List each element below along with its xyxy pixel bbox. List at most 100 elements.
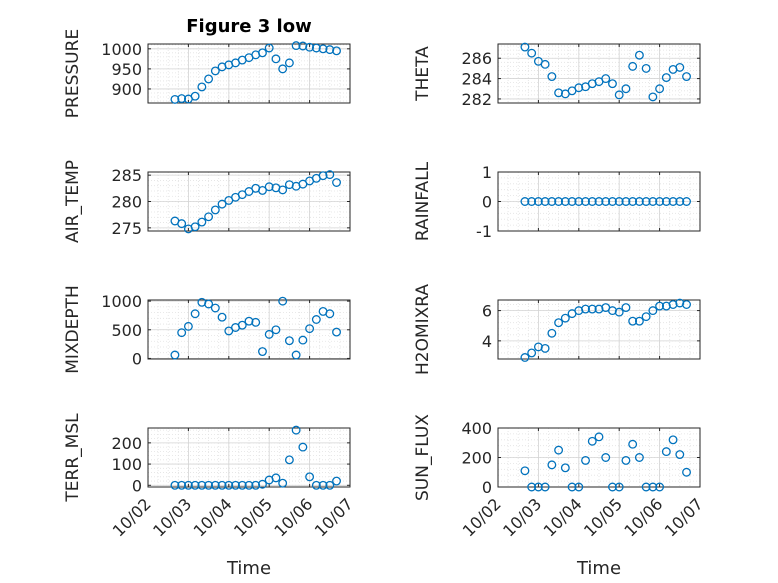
data-point: [284, 58, 294, 68]
data-point: [648, 92, 658, 102]
data-point: [210, 66, 220, 76]
axes-frame: [497, 43, 701, 104]
data-point: [318, 480, 328, 490]
data-point: [258, 479, 267, 489]
y-tick-label: 4: [482, 332, 492, 351]
data-point: [311, 480, 321, 490]
data-point: [244, 316, 254, 326]
y-tick-label: 284: [461, 70, 492, 89]
data-point: [204, 212, 214, 222]
data-point: [527, 482, 537, 492]
data-point: [197, 82, 207, 92]
data-point: [641, 312, 651, 322]
data-point: [648, 482, 658, 492]
data-point: [587, 304, 597, 314]
data-point: [628, 61, 638, 71]
data-point: [183, 321, 193, 331]
data-point: [217, 480, 227, 490]
data-point: [224, 326, 234, 336]
data-point: [675, 62, 685, 72]
y-tick-label: 100: [111, 455, 142, 474]
data-point: [547, 197, 557, 206]
y-tick-label: 200: [461, 449, 492, 468]
y-axis-label: THETA: [413, 46, 433, 102]
data-point: [661, 197, 671, 206]
axes-frame: [147, 427, 351, 488]
data-point: [540, 197, 550, 206]
data-point: [177, 480, 187, 490]
data-point: [547, 72, 557, 82]
data-point: [183, 480, 193, 490]
data-point: [197, 480, 207, 490]
y-axis-label: RAINFALL: [413, 161, 433, 241]
data-point: [278, 185, 288, 195]
data-point: [177, 328, 187, 338]
data-point: [547, 460, 557, 470]
axes-frame: [147, 43, 351, 104]
data-point: [210, 303, 220, 313]
data-point: [204, 74, 214, 84]
data-point: [608, 482, 617, 492]
data-point: [533, 197, 543, 206]
data-point: [601, 197, 611, 206]
data-point: [318, 171, 328, 181]
data-point: [655, 197, 665, 206]
data-point: [540, 59, 550, 69]
data-point: [581, 456, 590, 465]
data-point: [628, 316, 638, 326]
data-point: [621, 84, 631, 94]
data-point: [554, 445, 564, 455]
data-point: [278, 64, 288, 74]
data-point: [567, 482, 577, 492]
data-point: [217, 312, 227, 322]
chart-title: Figure 3 low: [186, 16, 311, 37]
y-tick-label: 280: [111, 193, 142, 212]
data-point: [190, 480, 200, 490]
y-tick-label: 282: [461, 90, 492, 109]
data-point: [520, 197, 530, 206]
data-point: [567, 197, 577, 206]
data-point: [325, 45, 335, 55]
data-point: [554, 318, 564, 328]
data-point: [675, 197, 685, 206]
data-point: [540, 343, 550, 353]
data-point: [237, 320, 247, 330]
data-point: [520, 42, 530, 52]
data-point: [325, 480, 335, 490]
data-point: [264, 43, 274, 53]
data-point: [298, 442, 308, 452]
data-point: [311, 315, 321, 324]
data-point: [305, 42, 315, 52]
data-point: [237, 480, 247, 490]
data-point: [258, 48, 267, 58]
data-point: [291, 425, 301, 435]
data-point: [284, 455, 294, 465]
data-point: [581, 197, 590, 206]
y-tick-label: 500: [111, 321, 142, 340]
data-point: [291, 350, 301, 360]
y-tick-label: 1000: [101, 40, 142, 59]
data-point: [533, 482, 543, 492]
data-point: [634, 50, 644, 60]
data-point: [170, 350, 180, 360]
data-point: [661, 73, 671, 83]
data-point: [271, 325, 281, 335]
data-point: [668, 197, 678, 206]
data-point: [574, 83, 584, 93]
data-point: [251, 317, 261, 327]
data-point: [520, 466, 530, 476]
data-point: [648, 306, 658, 316]
x-axis-label: Time: [226, 558, 271, 579]
data-point: [547, 328, 557, 338]
subplot-4: -1 0 1 RAINFALL: [413, 161, 701, 241]
data-point: [574, 482, 584, 492]
data-point: [278, 296, 288, 306]
data-point: [271, 473, 281, 483]
data-point: [527, 197, 537, 206]
y-axis-label: PRESSURE: [63, 29, 83, 118]
data-point: [621, 197, 631, 206]
data-point: [682, 300, 691, 309]
y-tick-label: -1: [476, 222, 492, 241]
data-point: [608, 197, 617, 206]
